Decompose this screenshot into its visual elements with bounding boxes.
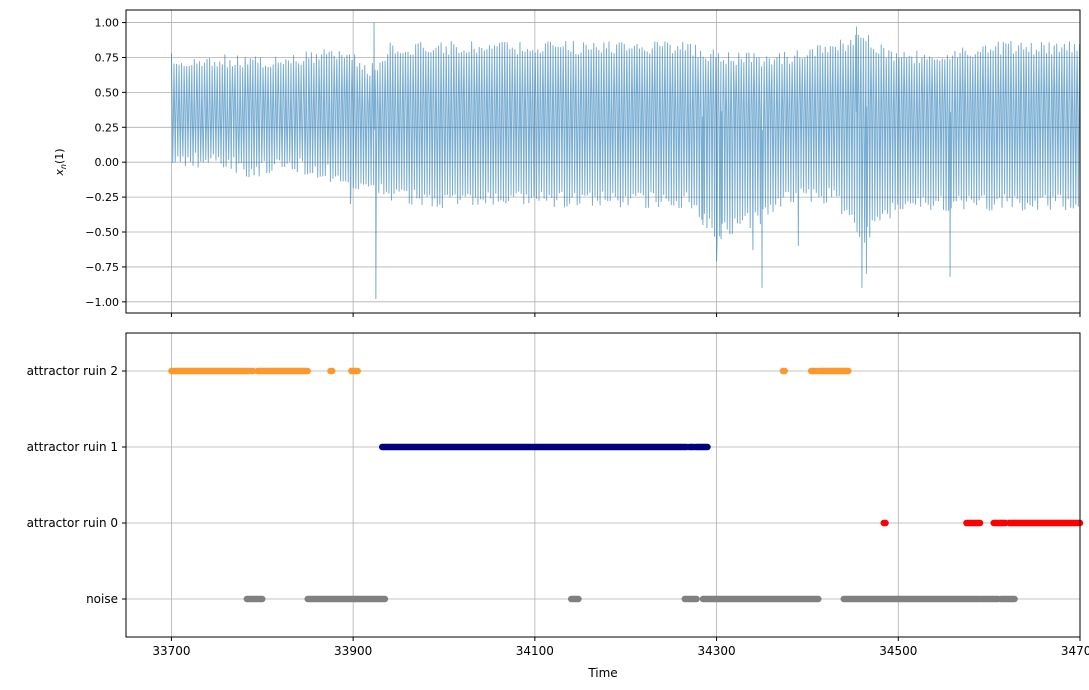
x-tick-label: 33700 <box>152 644 190 658</box>
top-y-tick-label: 0.75 <box>95 51 120 64</box>
x-axis-label: Time <box>587 666 617 680</box>
time-series-panel: −1.00 −0.75 −0.50 −0.25 0.00 0.25 0.50 0.75 1.00… <box>53 9 1081 317</box>
top-y-axis-label: xn(1) <box>53 148 68 176</box>
top-y-tick-label: 0.25 <box>95 121 120 134</box>
regime-tick-label: attractor ruin 0 <box>27 516 118 530</box>
x-tick-label: 34700 <box>1061 644 1089 658</box>
x-tick-label: 34100 <box>516 644 554 658</box>
time-x-axis: 33700 33900 34100 34300 34500 34700 <box>152 637 1089 658</box>
regime-tick-label: attractor ruin 1 <box>27 440 118 454</box>
top-y-axis: −1.00 −0.75 −0.50 −0.25 0.00 0.25 0.50 0.75 1.00 <box>85 17 126 309</box>
top-y-tick-label: 0.00 <box>95 156 120 169</box>
top-y-tick-label: −0.75 <box>85 261 119 274</box>
top-y-tick-label: 1.00 <box>95 17 120 30</box>
regime-points <box>168 367 1084 603</box>
top-axes-frame <box>125 9 1081 314</box>
x-tick-label: 34300 <box>697 644 735 658</box>
regime-y-axis: noise attractor ruin 0 attractor ruin 1 att… <box>27 364 126 606</box>
regime-panel: noise attractor ruin 0 attractor ruin 1 att… <box>27 332 1089 680</box>
bottom-grid <box>126 333 1081 637</box>
regime-tick-label: attractor ruin 2 <box>27 364 118 378</box>
top-y-tick-label: −0.25 <box>85 191 119 204</box>
regime-tick-label: noise <box>86 592 118 606</box>
x-tick-label: 33900 <box>334 644 372 658</box>
top-x-ticks <box>170 313 1081 317</box>
top-y-tick-label: −0.50 <box>85 226 119 239</box>
time-series-line <box>170 22 1081 300</box>
signal-trace <box>170 22 1081 300</box>
top-y-tick-label: 0.50 <box>95 86 120 99</box>
bottom-axes-frame <box>125 332 1081 638</box>
top-y-tick-label: −1.00 <box>85 296 119 309</box>
x-tick-label: 34500 <box>879 644 917 658</box>
